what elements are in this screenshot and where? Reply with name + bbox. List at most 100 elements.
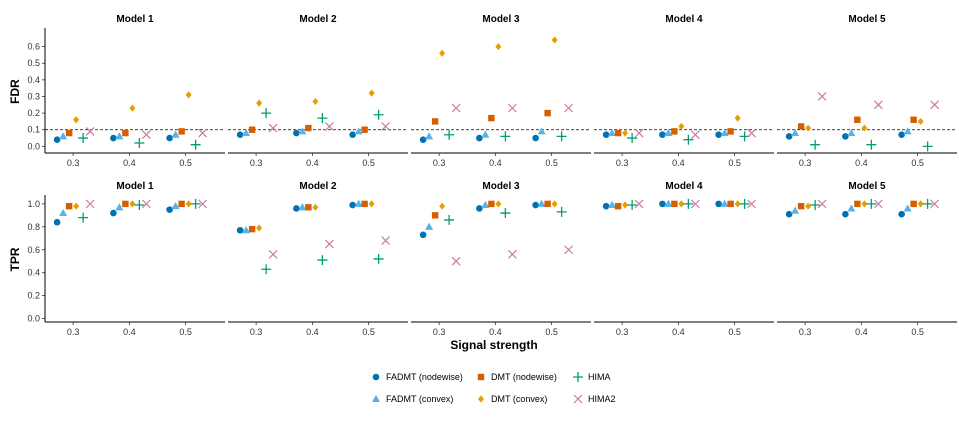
point-triangle <box>171 201 180 210</box>
point-triangle <box>481 130 490 138</box>
point-plus <box>317 113 328 124</box>
point-circle <box>476 134 483 142</box>
point-plus <box>373 253 384 264</box>
point-diamond <box>551 36 558 44</box>
point-square <box>248 126 256 133</box>
point-cross <box>198 199 208 209</box>
point-diamond <box>73 202 80 210</box>
point-circle <box>293 129 300 137</box>
x-tick-label: 0.4 <box>489 327 502 337</box>
point-square <box>910 116 917 123</box>
point-triangle <box>298 127 307 135</box>
legend-item: HIMA <box>573 372 611 382</box>
legend-key-diamond <box>478 395 484 403</box>
point-cross <box>507 103 517 113</box>
point-diamond <box>622 201 629 209</box>
point-plus <box>683 134 694 145</box>
point-cross <box>141 199 151 209</box>
point-circle <box>236 131 244 139</box>
point-diamond <box>678 122 685 131</box>
x-tick-label: 0.5 <box>728 158 741 168</box>
point-circle <box>785 210 793 218</box>
point-circle <box>898 131 905 139</box>
point-diamond <box>805 202 812 210</box>
point-circle <box>166 134 173 142</box>
point-triangle <box>664 128 673 137</box>
panel-title: Model 5 <box>848 181 886 192</box>
point-diamond <box>129 104 136 112</box>
x-tick-label: 0.3 <box>250 158 263 168</box>
x-tick-label: 0.4 <box>123 158 136 168</box>
point-plus <box>444 214 455 225</box>
point-diamond <box>805 124 812 132</box>
x-tick-label: 0.5 <box>545 327 558 337</box>
x-tick-label: 0.3 <box>616 327 629 337</box>
point-cross <box>381 236 391 246</box>
y-tick-label: 0.8 <box>27 222 40 232</box>
point-diamond <box>185 91 192 99</box>
point-square <box>178 128 185 135</box>
point-plus <box>261 264 272 275</box>
point-diamond <box>129 200 136 208</box>
x-tick-label: 0.3 <box>799 327 812 337</box>
point-circle <box>532 134 539 142</box>
y-tick-label: 0.2 <box>27 291 40 301</box>
x-tick-label: 0.4 <box>672 327 685 337</box>
point-square <box>488 114 495 122</box>
panel-tpr-model-3: Model 3 0.3 0.4 0.5 <box>411 181 591 337</box>
point-triangle <box>354 127 363 135</box>
point-cross <box>85 126 95 136</box>
point-diamond <box>622 129 629 137</box>
point-triangle <box>537 127 546 135</box>
legend-item: DMT (nodewise) <box>477 372 557 382</box>
point-square <box>614 129 622 137</box>
point-plus <box>627 200 638 211</box>
point-cross <box>690 199 700 209</box>
point-square <box>614 202 622 210</box>
point-triangle <box>115 203 124 211</box>
legend-label: FADMT (nodewise) <box>386 372 463 382</box>
point-triangle <box>354 199 363 207</box>
point-plus <box>922 141 933 152</box>
point-triangle <box>298 203 307 211</box>
x-tick-label: 0.4 <box>855 158 868 168</box>
point-circle <box>110 134 117 142</box>
point-plus <box>500 131 511 142</box>
point-diamond <box>917 200 924 208</box>
point-square <box>248 225 256 233</box>
y-tick-label: 0.0 <box>27 141 40 151</box>
point-square <box>544 109 551 117</box>
point-cross <box>268 249 278 259</box>
point-cross <box>451 103 461 113</box>
panel-title: Model 1 <box>116 14 154 25</box>
point-cross <box>690 130 700 140</box>
y-tick-label: 0.5 <box>27 58 40 68</box>
point-triangle <box>242 226 251 234</box>
legend: FADMT (nodewise) FADMT (convex) DMT (nodew… <box>372 372 616 404</box>
point-square <box>65 202 73 210</box>
point-circle <box>842 210 849 218</box>
row-label-tpr: TPR <box>8 247 22 271</box>
point-circle <box>602 131 610 139</box>
point-circle <box>419 136 427 144</box>
point-circle <box>53 218 61 226</box>
panel-title: Model 2 <box>299 181 337 192</box>
legend-key-plus <box>573 372 583 382</box>
point-triangle <box>115 132 124 140</box>
point-plus <box>373 109 384 120</box>
point-circle <box>898 210 905 218</box>
point-plus <box>810 200 821 211</box>
y-tick-label: 0.6 <box>27 42 40 52</box>
point-circle <box>110 209 117 217</box>
legend-item: DMT (convex) <box>478 394 547 404</box>
y-tick-label: 0.4 <box>27 268 40 278</box>
point-circle <box>419 231 427 239</box>
point-square <box>305 204 312 211</box>
x-tick-label: 0.4 <box>306 158 319 168</box>
legend-item: HIMA2 <box>573 394 616 404</box>
point-square <box>727 128 734 135</box>
panel-title: Model 4 <box>665 14 703 25</box>
point-diamond <box>678 200 685 208</box>
legend-key-cross <box>573 394 583 404</box>
point-square <box>910 200 917 208</box>
